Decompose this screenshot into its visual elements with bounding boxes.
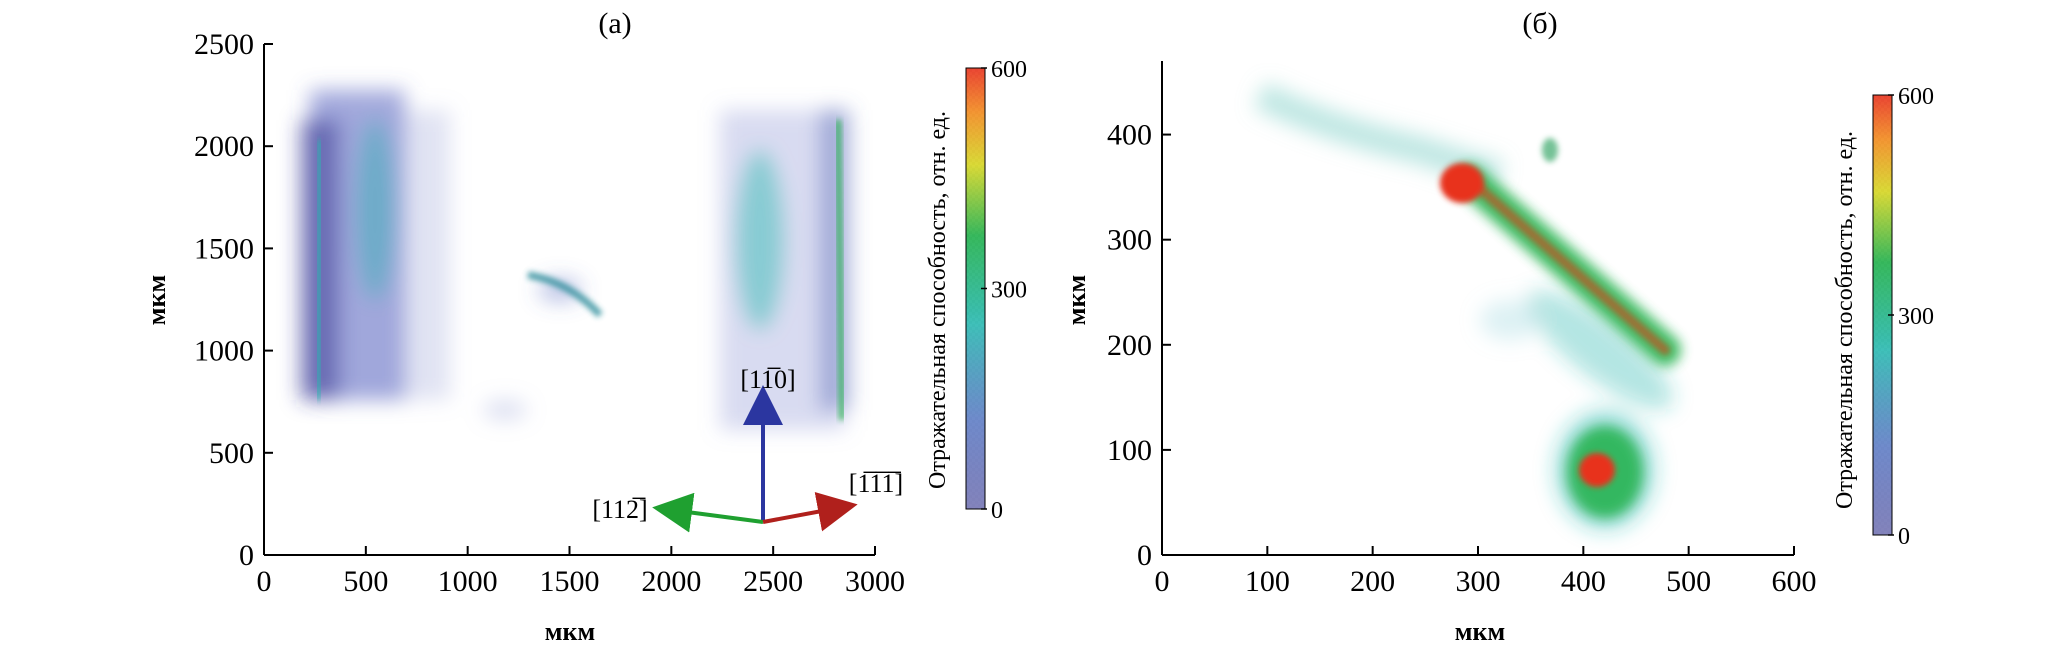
arrow-left xyxy=(652,492,764,533)
panel-b-title: (б) xyxy=(1522,7,1557,40)
panel-a-y-tick-label: 2000 xyxy=(194,130,254,163)
panel-a-x-ticks: 0 500 1000 1500 2000 2500 3000 xyxy=(257,546,905,598)
panel-b-y-tick-label: 400 xyxy=(1107,119,1152,152)
arrow-up-label: [11̅0] xyxy=(740,365,795,394)
panel-a-x-tick-label: 0 xyxy=(257,565,272,598)
panel-a-colorbar-ticks: 0 300 600 xyxy=(981,57,1027,524)
panel-b-x-tick-label: 400 xyxy=(1561,565,1606,598)
panel-b-x-tick-label: 500 xyxy=(1666,565,1711,598)
arrow-right-label: [1̅1̅1̅] xyxy=(849,469,903,498)
panel-a-x-tick-label: 2500 xyxy=(743,565,803,598)
panel-a-y-tick-label: 500 xyxy=(209,437,254,470)
panel-b-x-ticks: 0 100 200 300 400 500 600 xyxy=(1155,546,1817,598)
panel-a-x-tick-label: 500 xyxy=(343,565,388,598)
panel-b-colorbar-label: Отражательная способность, отн. ед. xyxy=(1832,131,1858,509)
direction-arrows: [11̅0] [112̅] [1̅1̅1̅] xyxy=(592,365,903,533)
panel-a-y-axis-label: мкм xyxy=(142,275,171,325)
panel-a-x-tick-label: 1500 xyxy=(540,565,600,598)
panel-a-y-tick-label: 1500 xyxy=(194,232,254,265)
panel-b-x-tick-label: 0 xyxy=(1155,565,1170,598)
panel-a-colorbar-tick-label: 0 xyxy=(991,498,1003,524)
panel-a-axes: 0 500 1000 1500 2000 2500 3000 0 500 1000 1500 200… xyxy=(142,28,905,646)
panel-a-y-tick-label: 1000 xyxy=(194,335,254,368)
panel-a-title: (а) xyxy=(598,7,631,40)
arrow-right xyxy=(762,492,858,532)
panel-a: (а) [11̅0] [112̅] xyxy=(142,7,1027,646)
panel-a-x-tick-label: 2000 xyxy=(641,565,701,598)
panel-b-x-tick-label: 600 xyxy=(1772,565,1817,598)
panel-b-y-axis-label: мкм xyxy=(1062,275,1091,325)
arrow-left-label: [112̅] xyxy=(592,495,647,524)
panel-b-y-tick-label: 100 xyxy=(1107,434,1152,467)
panel-a-colorbar-tick-label: 300 xyxy=(991,278,1027,304)
panel-b-colorbar-tick-label: 600 xyxy=(1898,84,1934,110)
panel-a-y-ticks: 0 500 1000 1500 2000 2500 xyxy=(194,28,273,572)
panel-b-colorbar: 0 300 600 Отражательная способность, отн. … xyxy=(1832,84,1934,550)
panel-b-colorbar-ticks: 0 300 600 xyxy=(1888,84,1934,550)
panel-a-heatmap xyxy=(300,90,850,430)
panel-b-colorbar-tick-label: 300 xyxy=(1898,304,1934,330)
panel-a-colorbar: 0 300 600 Отражательная способность, отн. … xyxy=(925,57,1027,524)
panel-b-x-tick-label: 100 xyxy=(1245,565,1290,598)
panel-b-axes: 0 100 200 300 400 500 600 0 100 200 300 400 мкм мк… xyxy=(1062,61,1817,646)
panel-b-y-tick-label: 300 xyxy=(1107,224,1152,257)
panel-b: (б) 0 100 200 300 400 500 600 0 100 200 300 400 мк… xyxy=(1062,7,1934,646)
panel-a-y-tick-label: 0 xyxy=(239,539,254,572)
panel-a-colorbar-label: Отражательная способность, отн. ед. xyxy=(925,111,951,489)
panel-b-y-ticks: 0 100 200 300 400 xyxy=(1107,119,1171,572)
panel-a-colorbar-tick-label: 600 xyxy=(991,57,1027,83)
panel-b-colorbar-tick-label: 0 xyxy=(1898,524,1910,550)
panel-a-x-tick-label: 3000 xyxy=(845,565,905,598)
panel-b-y-tick-label: 200 xyxy=(1107,329,1152,362)
panel-b-x-axis-label: мкм xyxy=(1455,617,1505,646)
panel-a-x-tick-label: 1000 xyxy=(438,565,498,598)
panel-b-x-tick-label: 300 xyxy=(1456,565,1501,598)
panel-a-y-tick-label: 2500 xyxy=(194,28,254,61)
panel-b-heatmap xyxy=(1253,82,1681,530)
panel-a-x-axis-label: мкм xyxy=(545,617,595,646)
panel-b-y-tick-label: 0 xyxy=(1137,539,1152,572)
panel-b-x-tick-label: 200 xyxy=(1350,565,1395,598)
